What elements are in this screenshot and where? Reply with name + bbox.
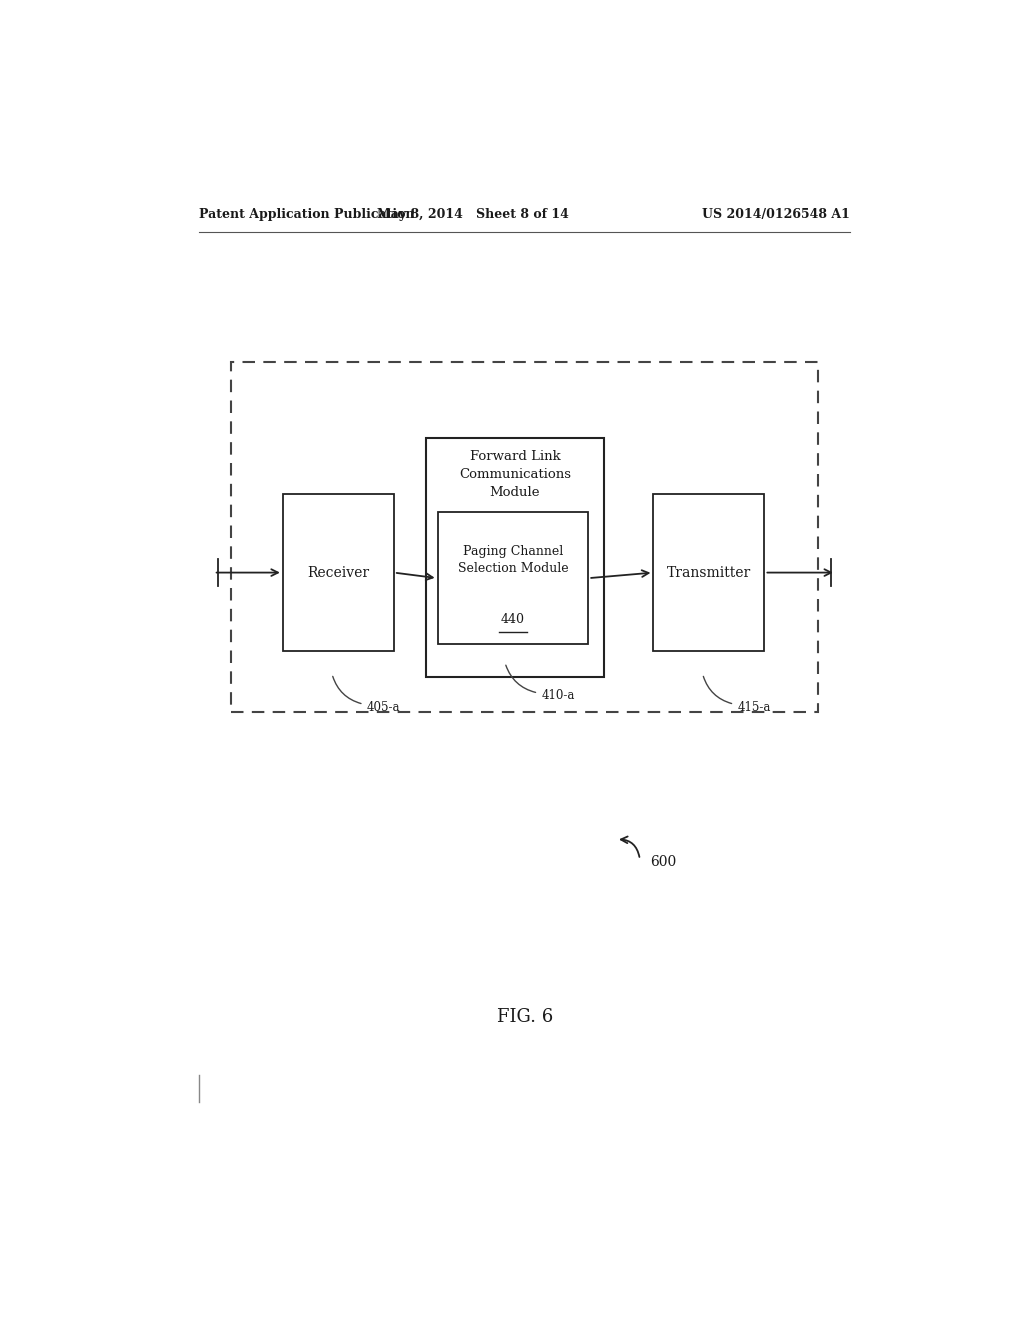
Bar <box>283 494 394 651</box>
Text: US 2014/0126548 A1: US 2014/0126548 A1 <box>702 207 850 220</box>
Text: Patent Application Publication: Patent Application Publication <box>200 207 415 220</box>
Text: Transmitter: Transmitter <box>667 565 751 579</box>
Text: 410-a: 410-a <box>542 689 574 701</box>
Bar <box>426 438 604 677</box>
Bar <box>437 512 588 644</box>
Bar <box>653 494 765 651</box>
Text: Forward Link
Communications
Module: Forward Link Communications Module <box>459 450 571 499</box>
Text: Receiver: Receiver <box>307 565 370 579</box>
Text: FIG. 6: FIG. 6 <box>497 1008 553 1026</box>
Text: Paging Channel
Selection Module: Paging Channel Selection Module <box>458 545 568 576</box>
Bar <box>231 362 818 713</box>
Text: 440: 440 <box>501 614 525 627</box>
Text: 600: 600 <box>650 855 677 869</box>
Text: May 8, 2014   Sheet 8 of 14: May 8, 2014 Sheet 8 of 14 <box>377 207 569 220</box>
Text: 415-a: 415-a <box>737 701 771 714</box>
Text: 405-a: 405-a <box>367 701 400 714</box>
